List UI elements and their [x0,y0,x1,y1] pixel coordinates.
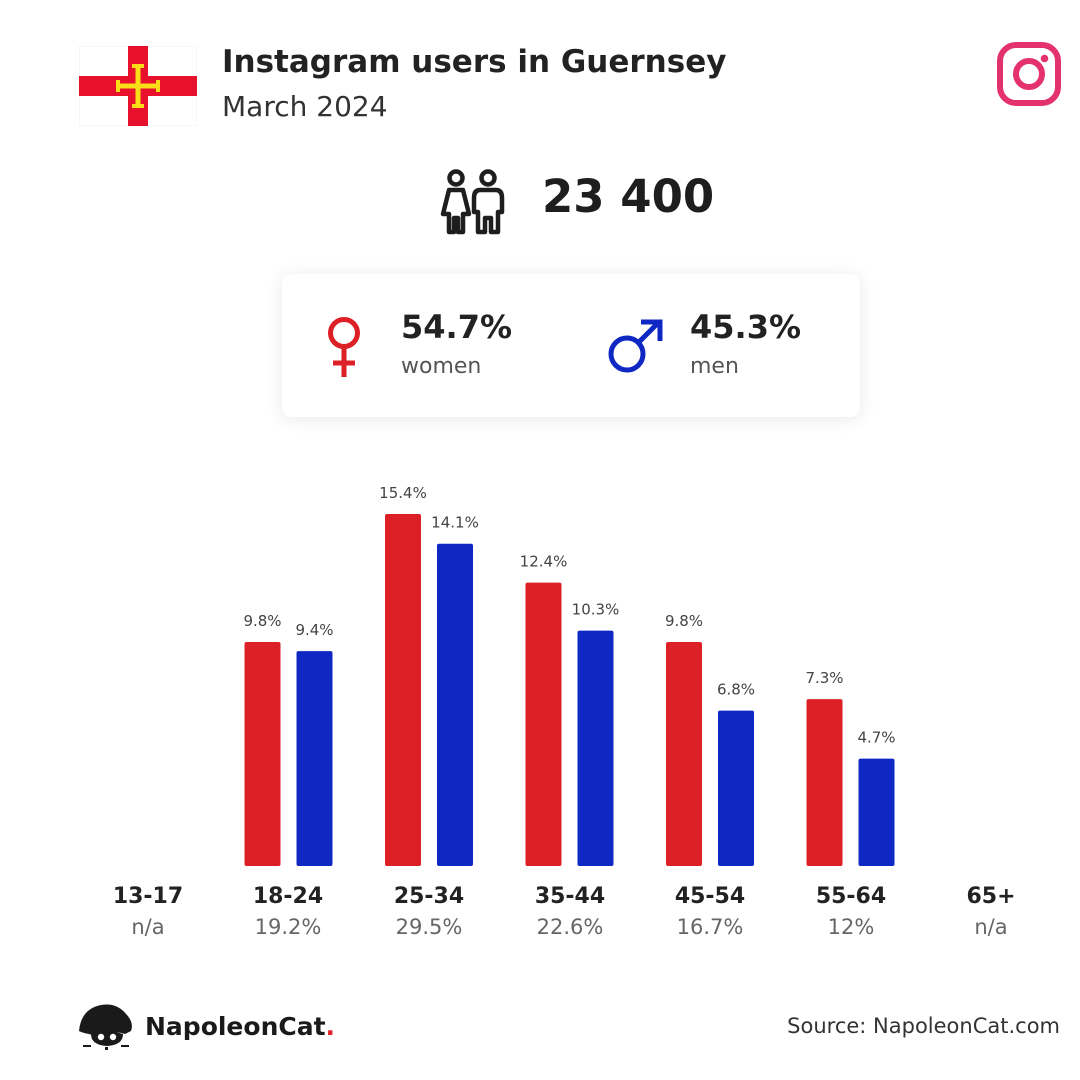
brand-name: NapoleonCat. [145,1011,336,1041]
age-group-share: 16.7% [676,915,744,939]
bar-value-label: 10.3% [572,601,620,619]
age-group-label: 35-44 [534,884,606,909]
age-group: 18-24 19.2% [218,884,358,939]
age-group-share: 12% [827,915,875,939]
page-title: Instagram users in Guernsey [222,44,727,80]
bar-value-label: 9.8% [665,612,703,630]
women-percent: 54.7% [401,308,513,346]
age-group-share: 22.6% [536,915,604,939]
age-group: 25-34 29.5% [359,884,499,939]
female-icon [328,317,360,377]
bar-value-label: 9.4% [295,621,333,639]
women-bar [666,642,702,866]
women-bar [525,582,562,866]
gender-split-card: 54.7% women 45.3% men [282,274,860,417]
women-bar [244,642,281,866]
bar-value-label: 6.8% [717,681,755,699]
men-percent: 45.3% [690,308,802,346]
age-group: 65+ n/a [921,884,1061,939]
instagram-icon [997,42,1061,106]
women-label: women [401,354,482,379]
users-icon [440,169,505,235]
napoleoncat-brand: NapoleonCat. [77,1000,335,1052]
bar-value-label: 7.3% [805,669,843,687]
bar-value-label: 9.8% [243,612,281,630]
age-group-share: n/a [131,915,165,939]
men-bar [577,630,614,866]
age-group-label: 55-64 [815,884,887,909]
bar-value-label: 15.4% [379,484,427,502]
men-bar [718,710,754,866]
age-group-share: n/a [974,915,1008,939]
napoleoncat-logo-icon [79,1004,132,1050]
bar-value-label: 4.7% [857,729,895,747]
age-group-label: 65+ [966,884,1016,909]
men-bar [296,651,333,866]
men-label: men [690,354,739,379]
page-subtitle: March 2024 [222,90,388,123]
men-bar [437,543,473,866]
age-group-label: 25-34 [393,884,465,909]
age-group-share: 29.5% [395,915,463,939]
age-group: 55-64 12% [781,884,921,939]
male-icon [608,319,663,373]
age-gender-bar-chart: 9.8% 9.4% 15.4%14.1% 12.4% 10.3% 9.8% 6.8% 7.3%… [243,484,896,866]
women-bar [806,699,843,866]
women-bar [385,514,421,866]
men-bar [858,758,895,866]
age-group-label: 13-17 [112,884,184,909]
bar-value-label: 14.1% [431,514,479,532]
age-group: 35-44 22.6% [500,884,640,939]
guernsey-flag [79,46,197,126]
age-group-label: 18-24 [252,884,324,909]
age-group: 13-17 n/a [78,884,218,939]
age-group: 45-54 16.7% [640,884,780,939]
source-text: Source: NapoleonCat.com [787,1014,1060,1038]
total-users-value: 23 400 [542,170,715,223]
age-group-label: 45-54 [674,884,746,909]
age-group-share: 19.2% [254,915,322,939]
bar-value-label: 12.4% [520,553,568,571]
